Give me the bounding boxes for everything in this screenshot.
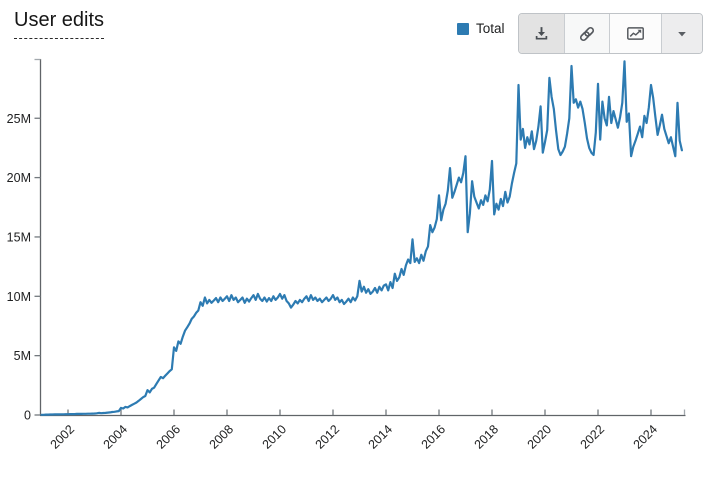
y-tick-label: 25M: [7, 112, 31, 126]
x-tick-label: 2012: [313, 422, 343, 452]
x-tick-label: 2014: [366, 422, 396, 452]
x-tick-label: 2022: [578, 422, 608, 452]
line-chart-icon: [627, 27, 644, 40]
y-tick-label: 15M: [7, 231, 31, 245]
x-tick-label: 2008: [207, 422, 237, 452]
y-tick-label: 10M: [7, 290, 31, 304]
y-axis: 0 5M 10M 15M 20M 25M: [7, 58, 42, 423]
copy-link-button[interactable]: [564, 14, 609, 53]
x-tick-label: 2018: [472, 422, 502, 452]
chart-legend: Total: [457, 21, 505, 36]
x-tick-label: 2016: [419, 422, 449, 452]
y-tick-label: 0: [24, 409, 31, 423]
x-tick-label: 2020: [525, 422, 555, 452]
x-tick-label: 2004: [101, 422, 131, 452]
download-icon: [535, 27, 548, 40]
chart-line[interactable]: [40, 60, 683, 416]
y-tick-label: 20M: [7, 171, 31, 185]
page-title: User edits: [14, 8, 105, 39]
link-icon: [579, 26, 595, 41]
more-options-button[interactable]: [661, 14, 702, 53]
download-button[interactable]: [519, 14, 564, 53]
x-tick-label: 2002: [48, 422, 78, 452]
legend-total-label: Total: [476, 21, 505, 36]
x-tick-label: 2024: [631, 422, 661, 452]
y-tick-label: 5M: [14, 349, 31, 363]
chart-toolbar: [518, 13, 703, 54]
x-tick-label: 2006: [154, 422, 184, 452]
legend-color-swatch: [457, 22, 469, 35]
x-tick-label: 2010: [260, 422, 290, 452]
caret-down-icon: [678, 31, 686, 36]
x-axis: 2002 2004 2006 2008 2010 2012 2014 2016 2018 2020…: [40, 409, 686, 452]
chart-type-button[interactable]: [609, 14, 661, 53]
